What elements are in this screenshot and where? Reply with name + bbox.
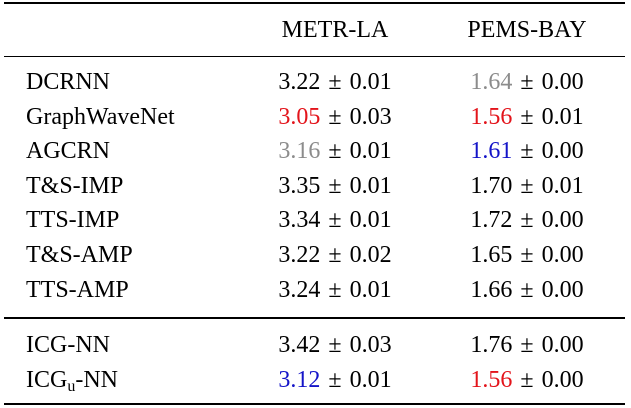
result-cell: 3.22 ±0.01 [278,68,391,96]
result-cell: 3.35 ±0.01 [278,172,391,200]
column-header: METR-LA [281,17,389,43]
mean-value: 3.34 [278,207,321,234]
std-value: 0.01 [349,138,392,165]
plus-minus: ± [520,207,534,234]
std-value: 0.00 [541,207,584,234]
mean-value: 3.05 [278,103,321,130]
result-cell: 1.64 ±0.00 [470,68,583,96]
result-cell: 1.72 ±0.00 [470,206,583,234]
std-value: 0.01 [349,366,392,393]
std-value: 0.01 [541,172,584,199]
std-value: 0.00 [541,69,584,95]
std-value: 0.00 [541,242,584,268]
mean-value: 1.72 [470,207,513,234]
model-name: AGCRN [26,137,110,165]
plus-minus: ± [520,242,534,268]
model-text: TTS-AMP [26,276,129,303]
result-cell: 1.65 ±0.00 [470,241,583,269]
result-cell: 3.05 ±0.03 [278,103,391,131]
model-suffix: -NN [75,366,118,393]
mean-value: 1.66 [470,276,513,303]
column-header: PEMS-BAY [467,17,587,43]
model-text: T&S-IMP [26,172,124,199]
plus-minus: ± [520,103,534,130]
plus-minus: ± [520,366,534,393]
model-text: ICG [26,366,68,393]
result-cell: 3.22 ±0.02 [278,241,391,269]
model-name: ICG-NN [26,331,110,359]
result-cell: 1.56 ±0.00 [470,366,583,394]
mean-value: 3.22 [278,69,321,95]
result-cell: 3.12 ±0.01 [278,366,391,394]
model-text: AGCRN [26,138,111,165]
plus-minus: ± [328,242,342,268]
mean-value: 3.42 [278,332,321,358]
mean-value: 1.76 [470,332,513,358]
mean-value: 3.35 [278,172,321,199]
plus-minus: ± [520,276,534,303]
result-cell: 1.66 ±0.00 [470,276,583,304]
mean-value: 1.70 [470,172,513,199]
result-cell: 3.24 ±0.01 [278,276,391,304]
model-name: TTS-AMP [26,276,129,304]
std-value: 0.03 [349,332,392,358]
mean-value: 3.12 [278,366,321,393]
model-text: T&S-AMP [26,242,133,268]
mean-value: 3.22 [278,242,321,268]
plus-minus: ± [520,172,534,199]
mean-value: 1.56 [470,103,513,130]
model-text: TTS-IMP [26,207,120,234]
model-text: ICG-NN [26,332,110,358]
std-value: 0.01 [349,172,392,199]
bottom-rule [4,403,625,405]
plus-minus: ± [328,69,342,95]
model-name: DCRNN [26,68,110,96]
std-value: 0.01 [349,276,392,303]
plus-minus: ± [328,172,342,199]
mean-value: 1.65 [470,242,513,268]
mean-value: 1.56 [470,366,513,393]
std-value: 0.03 [349,103,392,130]
std-value: 0.00 [541,332,584,358]
model-name: GraphWaveNet [26,103,175,131]
mean-value: 3.16 [278,138,321,165]
model-subscript: u [67,377,76,395]
plus-minus: ± [520,138,534,165]
plus-minus: ± [328,138,342,165]
result-cell: 1.70 ±0.01 [470,172,583,200]
plus-minus: ± [328,207,342,234]
result-cell: 1.76 ±0.00 [470,331,583,359]
std-value: 0.00 [541,138,584,165]
mid-rule [4,317,625,319]
std-value: 0.01 [541,103,584,130]
model-name: T&S-AMP [26,241,133,269]
std-value: 0.01 [349,207,392,234]
plus-minus: ± [328,103,342,130]
mean-value: 3.24 [278,276,321,303]
top-rule [4,2,625,4]
mean-value: 1.64 [470,69,513,95]
mean-value: 1.61 [470,138,513,165]
plus-minus: ± [328,332,342,358]
std-value: 0.00 [541,366,584,393]
std-value: 0.01 [349,69,392,95]
result-cell: 3.34 ±0.01 [278,206,391,234]
model-name: TTS-IMP [26,206,119,234]
model-text: GraphWaveNet [26,103,175,130]
plus-minus: ± [328,276,342,303]
plus-minus: ± [328,366,342,393]
model-name: ICGu-NN [26,366,118,395]
result-cell: 1.61 ±0.00 [470,137,583,165]
model-name: T&S-IMP [26,172,123,200]
header-rule [4,56,625,57]
result-cell: 3.16 ±0.01 [278,137,391,165]
plus-minus: ± [520,332,534,358]
std-value: 0.00 [541,276,584,303]
result-cell: 3.42 ±0.03 [278,331,391,359]
plus-minus: ± [520,69,534,95]
model-text: DCRNN [26,69,111,95]
result-cell: 1.56 ±0.01 [470,103,583,131]
std-value: 0.02 [349,242,392,268]
